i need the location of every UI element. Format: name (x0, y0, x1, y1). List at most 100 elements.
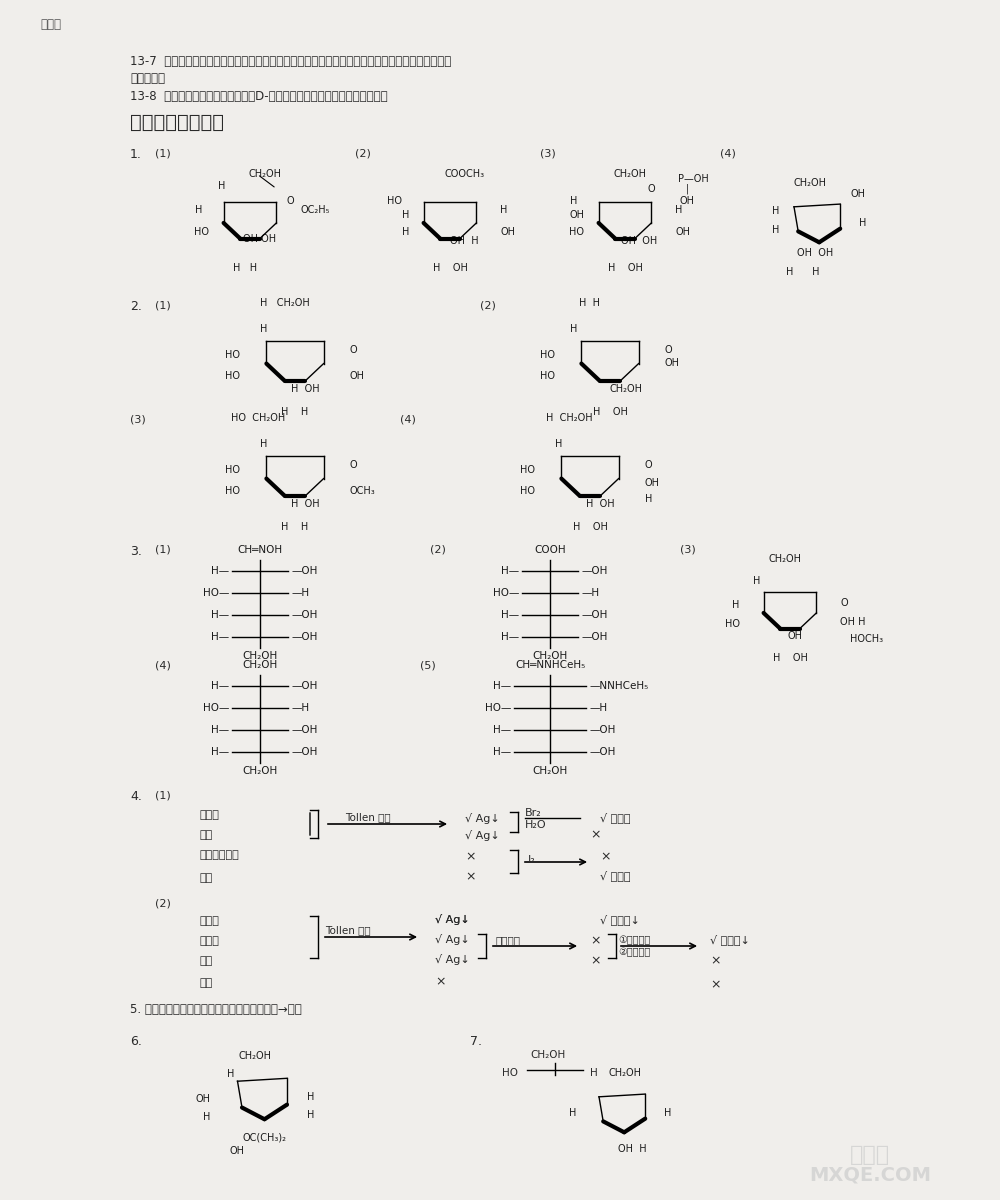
Text: HO: HO (194, 227, 209, 236)
Text: √ 绿红色↓: √ 绿红色↓ (710, 934, 750, 944)
Text: ×: × (465, 870, 476, 883)
Text: HO: HO (225, 350, 240, 360)
Text: —OH: —OH (581, 610, 607, 620)
Text: H    H: H H (281, 407, 309, 418)
Text: O: O (350, 460, 357, 469)
Text: O: O (648, 184, 655, 193)
Text: ×: × (465, 850, 476, 863)
Text: (2): (2) (480, 300, 496, 310)
Text: H    OH: H OH (433, 263, 467, 272)
Text: H: H (203, 1112, 210, 1122)
Text: I₂: I₂ (528, 854, 536, 865)
Text: OH: OH (230, 1146, 245, 1156)
Text: H  CH₂OH: H CH₂OH (546, 413, 593, 422)
Text: |: | (686, 184, 689, 194)
Text: OH: OH (665, 358, 680, 367)
Text: —OH: —OH (589, 725, 615, 734)
Text: —H: —H (291, 588, 309, 598)
Text: HO—: HO— (203, 703, 229, 713)
Text: (2): (2) (430, 545, 446, 554)
Text: HO—: HO— (493, 588, 519, 598)
Text: 1.: 1. (130, 148, 142, 161)
Text: H: H (195, 205, 202, 215)
Text: 6.: 6. (130, 1034, 142, 1048)
Text: H: H (570, 196, 577, 205)
Text: HO: HO (520, 486, 535, 496)
Text: H—: H— (493, 725, 511, 734)
Text: H: H (645, 493, 652, 504)
Text: OH: OH (196, 1094, 210, 1104)
Text: (4): (4) (400, 415, 416, 425)
Text: CH₂OH: CH₂OH (532, 650, 568, 661)
Text: ②巴弗试剂: ②巴弗试剂 (618, 947, 650, 958)
Text: H    H: H H (281, 522, 309, 533)
Text: H: H (402, 210, 409, 220)
Text: OH: OH (569, 210, 584, 220)
Text: 蔗糖: 蔗糖 (200, 978, 213, 988)
Text: 麦芽糖: 麦芽糖 (200, 936, 220, 946)
Text: 续页：: 续页： (40, 18, 61, 31)
Text: COOCH₃: COOCH₃ (445, 169, 485, 179)
Text: H: H (227, 1069, 234, 1079)
Text: H: H (675, 205, 683, 215)
Text: (4): (4) (155, 660, 171, 670)
Text: √ 溴褪色: √ 溴褪色 (600, 812, 631, 823)
Text: 3.: 3. (130, 545, 142, 558)
Text: H—: H— (501, 566, 519, 576)
Text: HO: HO (225, 464, 240, 475)
Text: 7.: 7. (470, 1034, 482, 1048)
Text: (1): (1) (155, 148, 171, 158)
Text: H—: H— (211, 680, 229, 691)
Text: OH: OH (787, 631, 802, 641)
Text: COOH: COOH (534, 545, 566, 554)
Text: √ Ag↓: √ Ag↓ (435, 934, 470, 946)
Text: HO: HO (540, 350, 555, 360)
Text: 葡萄糖: 葡萄糖 (200, 810, 220, 820)
Text: O: O (287, 196, 295, 205)
Text: 13-8  将淠粉和纤维素彻底水解，以D-葡萄糖为标样，用色谱法鉴定水解液。: 13-8 将淠粉和纤维素彻底水解，以D-葡萄糖为标样，用色谱法鉴定水解液。 (130, 90, 388, 103)
Text: 乳糖: 乳糖 (200, 956, 213, 966)
Text: OH: OH (645, 478, 660, 488)
Text: OH: OH (851, 188, 866, 199)
Text: H    OH: H OH (593, 407, 627, 418)
Text: CH₂OH: CH₂OH (242, 660, 278, 670)
Text: —OH: —OH (291, 566, 317, 576)
Text: 5. 甘露糖属于醛糖，醛糖在碱性条件下异构化→酮糖: 5. 甘露糖属于醛糖，醛糖在碱性条件下异构化→酮糖 (130, 1003, 302, 1016)
Text: H: H (753, 576, 760, 586)
Text: OC(CH₃)₂: OC(CH₃)₂ (242, 1133, 287, 1142)
Text: O: O (350, 344, 357, 355)
Text: CH═NNHCeH₅: CH═NNHCeH₅ (515, 660, 585, 670)
Text: (2): (2) (155, 898, 171, 908)
Text: H₂O: H₂O (525, 820, 547, 830)
Text: O: O (665, 344, 672, 355)
Text: O: O (645, 460, 652, 469)
Text: H: H (260, 324, 267, 334)
Text: H  OH: H OH (586, 499, 615, 509)
Text: Tollen 试剂: Tollen 试剂 (345, 812, 391, 822)
Text: CH₂OH: CH₂OH (242, 650, 278, 661)
Text: MXQE.COM: MXQE.COM (809, 1165, 931, 1184)
Text: OH: OH (680, 196, 695, 205)
Text: OH: OH (350, 371, 365, 380)
Text: CH₂OH: CH₂OH (530, 1050, 565, 1060)
Text: ×: × (710, 954, 720, 967)
Text: 2.: 2. (130, 300, 142, 313)
Text: —NNHCeH₅: —NNHCeH₅ (589, 680, 648, 691)
Text: 甲基葡萄糖苷: 甲基葡萄糖苷 (200, 850, 240, 860)
Text: Tollen 试剂: Tollen 试剂 (325, 925, 371, 935)
Text: HO: HO (225, 486, 240, 496)
Text: H: H (732, 600, 740, 610)
Text: O: O (840, 598, 848, 607)
Text: √ 显蓝色: √ 显蓝色 (600, 870, 631, 881)
Text: H: H (772, 224, 779, 235)
Text: OC₂H₅: OC₂H₅ (300, 205, 330, 215)
Text: OH OH: OH OH (243, 234, 276, 244)
Text: CH₂OH: CH₂OH (248, 169, 282, 179)
Text: H  H: H H (579, 298, 600, 308)
Text: CH₂OH: CH₂OH (768, 554, 802, 564)
Text: CH₂OH: CH₂OH (794, 179, 826, 188)
Text: HO: HO (540, 371, 555, 380)
Text: √ Ag↓: √ Ag↓ (435, 914, 470, 925)
Text: CH₂OH: CH₂OH (239, 1051, 272, 1061)
Text: H: H (307, 1110, 315, 1120)
